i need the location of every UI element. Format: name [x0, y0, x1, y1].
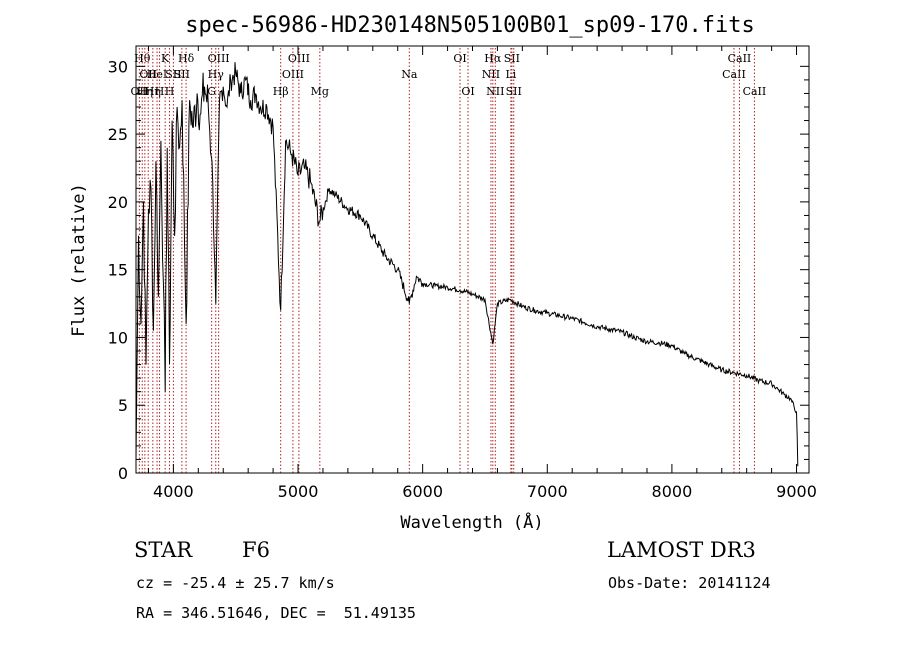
line-label-30: CaII [743, 85, 767, 98]
spectrum-line [135, 62, 799, 467]
y-axis-label: Flux (relative) [69, 183, 89, 337]
x-tick-label-5: 9000 [776, 482, 817, 501]
y-tick-label-0: 0 [118, 464, 128, 483]
line-label-23: Hα [484, 52, 502, 65]
line-label-9: SII [165, 68, 181, 81]
line-label-29: CaII [728, 52, 752, 65]
x-tick-label-0: 4000 [153, 482, 194, 501]
line-label-6: H [155, 85, 165, 98]
object-class: STAR [134, 538, 193, 562]
y-tick-label-2: 10 [108, 328, 128, 347]
line-label-14: OIII [208, 52, 230, 65]
line-label-8: H [165, 85, 175, 98]
object-subclass: F6 [242, 538, 270, 562]
x-tick-label-3: 7000 [527, 482, 568, 501]
line-label-27: SII [506, 85, 522, 98]
line-label-20: OI [453, 52, 466, 65]
y-tick-label-4: 20 [108, 193, 128, 212]
x-tick-label-4: 8000 [652, 482, 693, 501]
y-tick-label-5: 25 [108, 125, 128, 144]
y-tick-label-3: 15 [108, 261, 128, 280]
line-label-25: Li [505, 68, 516, 81]
line-label-19: Na [401, 68, 418, 81]
line-label-16: OIII [282, 68, 304, 81]
line-label-18: Mg [311, 85, 329, 98]
redshift-value: cz = -25.4 ± 25.7 km/s [136, 574, 335, 592]
x-axis-label: Wavelength (Å) [400, 511, 543, 533]
line-label-17: OIII [288, 52, 310, 65]
spectrum-series [135, 62, 799, 467]
axis-ticks: 4000 5000 6000 7000 8000 9000 0 5 10 15 20 25 30 [108, 46, 817, 501]
line-label-28: CaII [722, 68, 746, 81]
line-label-2: Hη [137, 85, 153, 98]
chart-title: spec-56986-HD230148N505100B01_sp09-170.f… [185, 13, 755, 38]
line-label-11: SII [174, 68, 190, 81]
x-tick-label-2: 6000 [402, 482, 443, 501]
line-label-13: Hγ [208, 68, 225, 81]
spectral-line-markers: OIIHθHηOIIHηHeIHKHSIIHδSIIGHγOIIIHβOIIIO… [131, 48, 767, 473]
line-label-1: Hθ [134, 52, 151, 65]
line-label-26: SII [504, 52, 520, 65]
line-label-24: NII [486, 85, 504, 98]
line-label-12: G [207, 85, 216, 98]
x-tick-label-1: 5000 [278, 482, 319, 501]
line-label-15: Hβ [273, 85, 289, 98]
observation-date: Obs-Date: 20141124 [608, 574, 771, 592]
line-label-10: Hδ [178, 52, 195, 65]
line-label-0: OII [131, 85, 149, 98]
line-label-3: OII [139, 68, 157, 81]
line-label-5: HeI [147, 68, 167, 81]
sky-coordinates: RA = 346.51646, DEC = 51.49135 [136, 604, 416, 622]
line-label-22: NII [482, 68, 500, 81]
y-tick-label-1: 5 [118, 396, 128, 415]
y-tick-label-6: 30 [108, 57, 128, 76]
survey-name: LAMOST DR3 [607, 538, 756, 562]
line-label-21: OI [461, 85, 474, 98]
plot-frame [135, 45, 810, 474]
line-label-7: K [161, 52, 170, 65]
